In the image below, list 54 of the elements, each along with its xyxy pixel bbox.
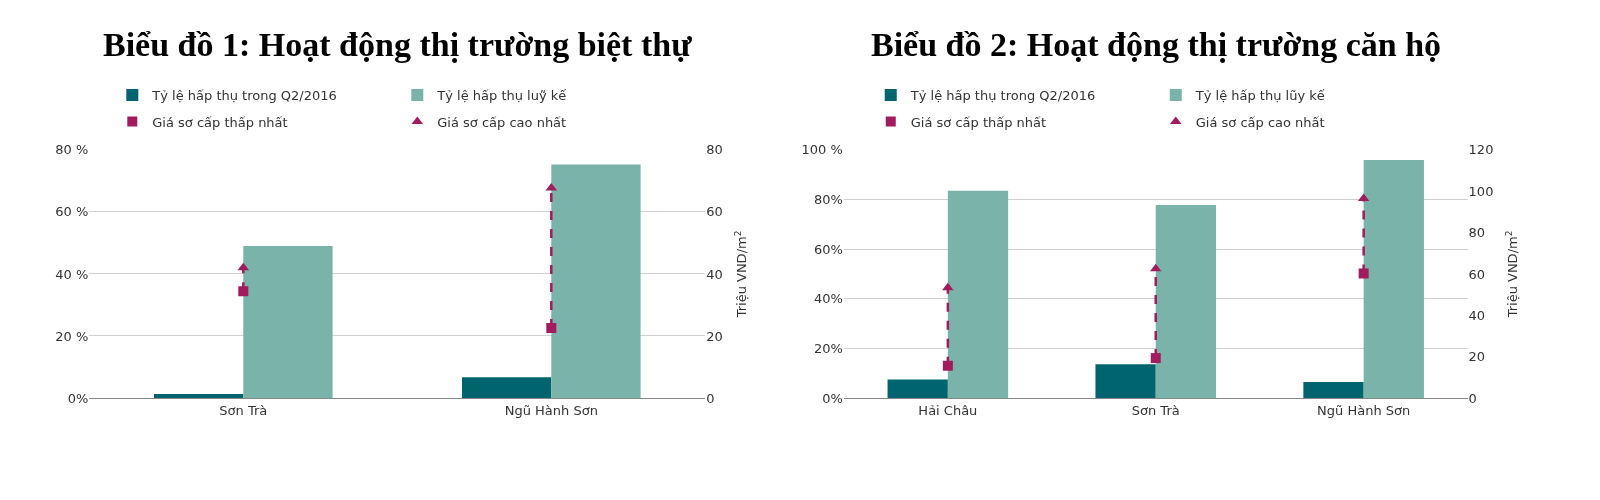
x-tick-label: Hải Châu — [918, 402, 978, 418]
y-tick-label: 40 % — [55, 266, 89, 282]
point — [1358, 268, 1369, 279]
point — [1150, 353, 1161, 364]
bar — [153, 393, 244, 398]
y-tick-label: 80% — [813, 192, 843, 208]
y2-tick-label: 20 — [706, 328, 723, 344]
y-tick-label: 0% — [67, 390, 89, 406]
x-tick-label: Sơn Trà — [219, 402, 268, 418]
y2-tick-label: 80 — [706, 142, 723, 158]
bar — [243, 246, 333, 398]
legend-label: Tỷ lệ hấp thụ luỹ kế — [436, 88, 567, 104]
y2-tick-label: 80 — [1468, 225, 1486, 241]
legend-label: Tỷ lệ hấp thụ trong Q2/2016 — [151, 88, 337, 104]
y-tick-label: 60% — [813, 241, 843, 257]
point — [942, 360, 953, 371]
y-tick-label: 80 % — [55, 142, 89, 158]
y2-tick-label: 0 — [1468, 390, 1477, 406]
x-tick-label: Ngũ Hành Sơn — [1317, 402, 1411, 418]
legend-label: Giá sơ cấp cao nhất — [437, 114, 567, 130]
x-tick-label: Ngũ Hành Sơn — [504, 402, 598, 418]
legend-label: Tỷ lệ hấp thụ lũy kế — [1194, 88, 1325, 104]
y2-tick-label: 120 — [1468, 142, 1494, 158]
y-tick-label: 100 % — [801, 142, 843, 158]
y2-tick-label: 60 — [706, 204, 723, 220]
chart-title: Biểu đồ 2: Hoạt động thị trường căn hộ — [871, 26, 1442, 63]
x-tick-label: Sơn Trà — [1131, 402, 1180, 418]
bar — [947, 190, 1009, 398]
bar — [1363, 160, 1424, 398]
y2-tick-label: 0 — [706, 390, 715, 406]
bar — [551, 164, 641, 398]
point — [942, 282, 954, 291]
point — [546, 322, 557, 333]
legend-label: Tỷ lệ hấp thụ trong Q2/2016 — [909, 88, 1096, 104]
y-tick-label: 20 % — [55, 328, 89, 344]
legend-label: Giá sơ cấp thấp nhất — [152, 114, 288, 130]
point — [238, 286, 249, 297]
y2-tick-label: 40 — [1468, 307, 1486, 323]
legend-label: Giá sơ cấp thấp nhất — [910, 114, 1047, 130]
bar — [1095, 364, 1156, 398]
bar — [1303, 382, 1364, 398]
y2-tick-label: 40 — [706, 266, 723, 282]
chart-title: Biểu đồ 1: Hoạt động thị trường biệt thự — [103, 26, 693, 63]
y2-tick-label: 100 — [1468, 183, 1494, 199]
y-tick-label: 20% — [813, 340, 843, 356]
bar — [461, 377, 552, 398]
bar — [887, 379, 948, 398]
y-tick-label: 60 % — [55, 204, 89, 220]
y2-tick-label: 60 — [1468, 266, 1486, 282]
y2-tick-label: 20 — [1468, 349, 1486, 365]
y-tick-label: 0% — [822, 390, 843, 406]
bar — [1155, 204, 1217, 398]
legend-label: Giá sơ cấp cao nhất — [1195, 114, 1325, 130]
y-tick-label: 40% — [813, 291, 843, 307]
